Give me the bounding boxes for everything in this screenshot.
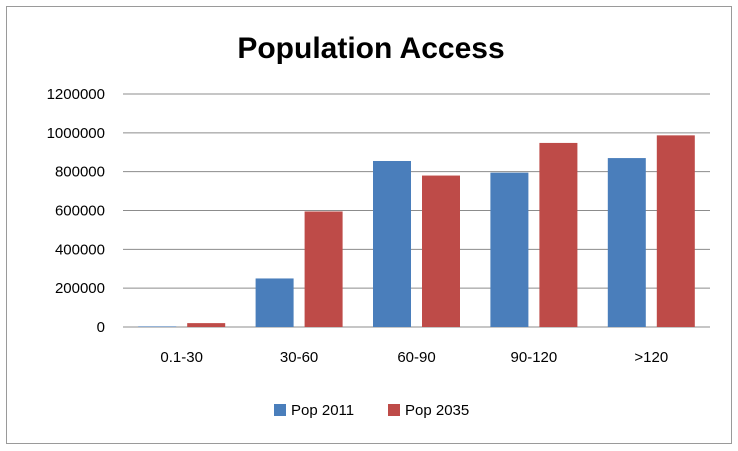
bars [138, 135, 695, 327]
chart-title: Population Access [237, 32, 504, 65]
x-tick-label: 30-60 [280, 349, 318, 366]
bar-pop-2011-1 [138, 326, 177, 327]
bar-pop-2011-5 [607, 158, 646, 327]
legend-label: Pop 2035 [405, 402, 469, 419]
x-tick-label: >120 [634, 349, 668, 366]
y-tick-label: 0 [97, 319, 105, 336]
bar-pop-2035-5 [656, 135, 695, 327]
legend-swatch [388, 404, 400, 416]
x-axis-tick-labels: 0.1-30 30-60 60-90 90-120 >120 [160, 349, 668, 366]
bar-pop-2035-3 [422, 175, 460, 327]
legend: Pop 2011 Pop 2035 [274, 402, 469, 419]
y-tick-label: 800000 [55, 164, 105, 181]
bar-pop-2011-4 [490, 172, 529, 327]
bar-pop-2011-2 [255, 278, 294, 327]
y-tick-label: 400000 [55, 241, 105, 258]
bar-pop-2035-2 [304, 211, 343, 327]
y-tick-label: 200000 [55, 280, 105, 297]
x-tick-label: 90-120 [511, 349, 558, 366]
y-tick-label: 1200000 [47, 86, 105, 103]
bar-pop-2035-4 [539, 142, 578, 327]
y-axis-tick-labels: 0 200000 400000 600000 800000 1000000 1200000 [47, 86, 105, 336]
legend-label: Pop 2011 [291, 402, 354, 419]
x-tick-label: 0.1-30 [160, 349, 203, 366]
y-tick-label: 600000 [55, 203, 105, 220]
x-tick-label: 60-90 [397, 349, 435, 366]
legend-swatch [274, 404, 286, 416]
bar-pop-2035-1 [187, 323, 226, 327]
bar-pop-2011-3 [373, 160, 411, 327]
y-tick-label: 1000000 [47, 125, 105, 142]
